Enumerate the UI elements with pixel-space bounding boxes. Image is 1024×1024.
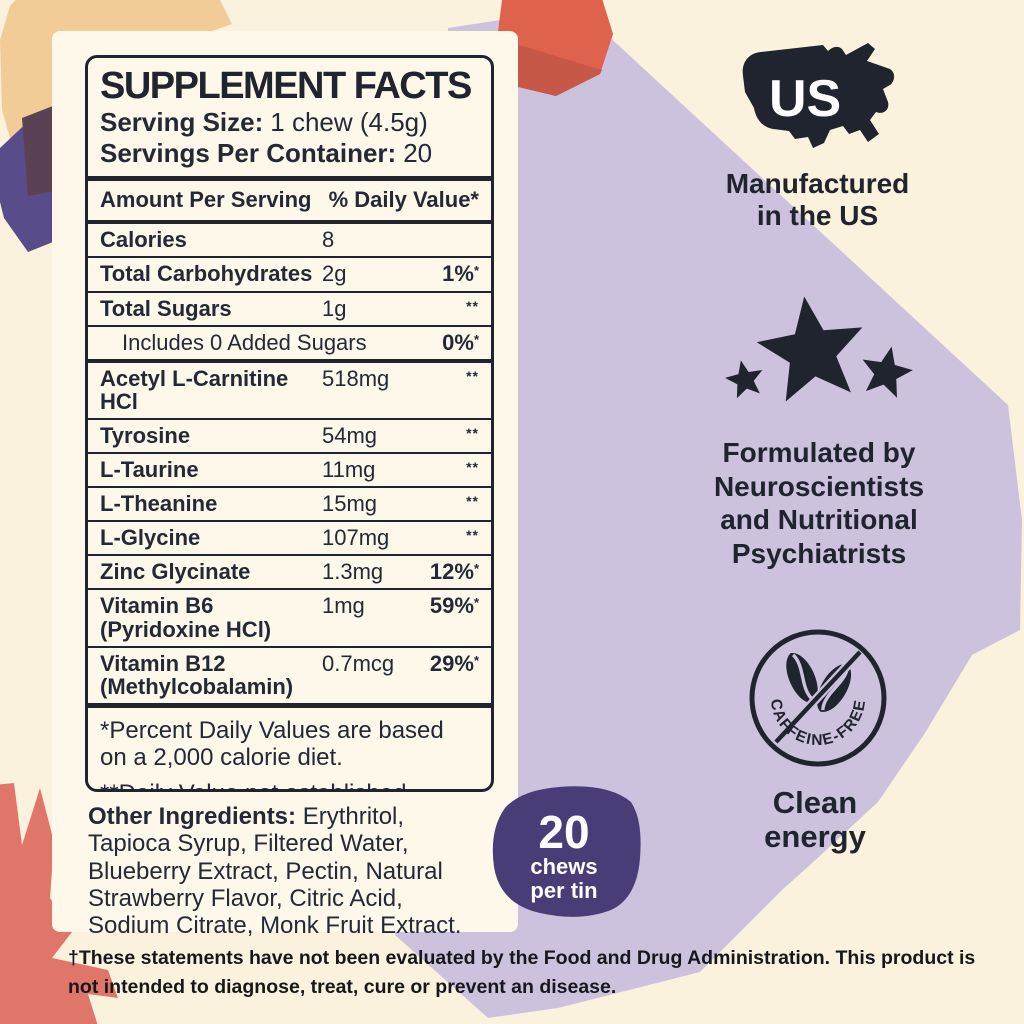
divider [88, 176, 491, 182]
ingredient-name: Calories [100, 227, 187, 253]
ingredient-daily-value: ** [466, 424, 479, 441]
serving-size-line: Serving Size: 1 chew (4.5g) [100, 107, 479, 138]
plum-overlap-blob [22, 104, 60, 196]
ingredient-name: L-Theanine [100, 491, 218, 517]
ingredient-amount: 518mg [322, 365, 390, 391]
facts-row: Vitamin B6 (Pyridoxine HCl) 1mg 59%* [88, 588, 491, 645]
fda-disclaimer: †These statements have not been evaluate… [68, 947, 976, 999]
lavender-polygon [395, 8, 1022, 1018]
badge-ring [749, 629, 887, 767]
stars-icon [725, 296, 913, 402]
formulated-caption: Formulated by Neuroscientists and Nutrit… [713, 437, 925, 569]
footnote-daily-values: *Percent Daily Values are based on a 2,0… [100, 716, 444, 771]
ingredient-amount: 1mg [322, 593, 365, 619]
facts-row: Calories 8 [88, 224, 491, 256]
facts-row: Vitamin B12 (Methylcobalamin) 0.7mcg 29%* [88, 645, 491, 703]
serving-info: Serving Size: 1 chew (4.5g) Servings Per … [88, 107, 491, 169]
daily-value-column-header: % Daily Value* [328, 187, 479, 213]
ingredient-name: Vitamin B6 (Pyridoxine HCl) [100, 593, 272, 642]
label-card: SUPPLEMENT FACTS Serving Size: 1 chew (4.… [52, 31, 518, 939]
ingredient-daily-value: 0%* [442, 329, 479, 355]
manufactured-caption: Manufactured in the US [725, 168, 910, 232]
ingredient-amount: 54mg [322, 422, 378, 448]
ingredient-daily-value: ** [466, 493, 479, 510]
serving-size-value: 1 chew (4.5g) [270, 107, 428, 137]
ingredient-daily-value: 12%* [429, 559, 479, 585]
us-map-icon: US [742, 43, 895, 148]
coffee-beans-icon [772, 648, 864, 746]
ingredient-name: Vitamin B12 (Methylcobalamin) [100, 650, 294, 699]
coral-starburst [0, 783, 118, 1024]
ingredient-daily-value: 59%* [429, 593, 479, 619]
ingredient-name: Acetyl L-Carnitine HCl [100, 365, 289, 414]
ingredient-amount: 2g [322, 261, 347, 287]
ingredient-name: Includes 0 Added Sugars [122, 329, 367, 355]
star-small-icon [725, 360, 763, 399]
ingredient-name: Total Sugars [100, 295, 232, 321]
ingredient-daily-value: 29%* [429, 650, 479, 676]
other-ingredients: Other Ingredients: Erythritol, Tapioca S… [88, 803, 472, 940]
servings-per-container-line: Servings Per Container: 20 [100, 138, 479, 169]
ingredient-amount: 0.7mcg [322, 650, 395, 676]
ingredient-amount: 107mg [322, 525, 390, 551]
slash-icon [774, 650, 862, 744]
servings-label: Servings Per Container: [100, 138, 397, 169]
ingredient-name: Tyrosine [100, 422, 191, 448]
facts-row: Total Carbohydrates 2g 1%* [88, 256, 491, 290]
ingredient-amount: 11mg [322, 457, 376, 483]
tin-count-badge [492, 786, 641, 917]
facts-row: Tyrosine 54mg ** [88, 417, 491, 452]
caffeine-free-badge: CAFFEINE-FREE [749, 629, 887, 767]
facts-row: Acetyl L-Carnitine HCl 518mg ** [88, 358, 491, 418]
other-ingredients-label: Other Ingredients: [88, 803, 297, 830]
supplement-facts-panel: SUPPLEMENT FACTS Serving Size: 1 chew (4.… [85, 55, 494, 792]
ingredient-name: Total Carbohydrates [100, 261, 313, 287]
facts-header-row: Amount Per Serving % Daily Value* [88, 181, 491, 220]
ingredient-amount: 1g [322, 295, 347, 321]
facts-row: Includes 0 Added Sugars 0%* [88, 324, 491, 359]
facts-rows: Calories 8 Total Carbohydrates 2g 1%* Total S… [88, 224, 491, 702]
clean-energy-caption: Clean energy [764, 785, 866, 855]
ingredient-daily-value: ** [466, 367, 479, 384]
tin-count-number: 20 [538, 806, 590, 858]
red-blob-shade [496, 42, 602, 96]
divider [88, 220, 491, 225]
facts-row: L-Taurine 11mg ** [88, 452, 491, 486]
ingredient-daily-value: ** [466, 459, 479, 476]
ingredient-amount: 15mg [322, 491, 378, 517]
tin-count-unit2: per tin [530, 877, 598, 903]
servings-value: 20 [403, 138, 433, 169]
amount-column-header: Amount Per Serving [100, 187, 312, 213]
ingredient-amount: 8 [322, 227, 335, 253]
tin-count-text: 20 chews per tin [495, 806, 633, 903]
ingredient-daily-value: 1%* [442, 261, 479, 287]
facts-title: SUPPLEMENT FACTS [100, 65, 472, 107]
star-medium-icon [862, 346, 913, 398]
facts-row: Zinc Glycinate 1.3mg 12%* [88, 554, 491, 588]
ingredient-amount: 1.3mg [322, 559, 384, 585]
us-map-icon-label: US [769, 70, 841, 128]
facts-row: L-Glycine 107mg ** [88, 520, 491, 554]
tin-badge-blob [492, 786, 641, 917]
facts-row: L-Theanine 15mg ** [88, 486, 491, 520]
ingredient-daily-value: ** [466, 527, 479, 544]
other-ingredients-text: Erythritol, Tapioca Syrup, Filtered Wate… [88, 803, 462, 940]
tin-count-unit1: chews [530, 854, 598, 880]
star-large-icon [756, 296, 863, 402]
footnote-not-established: **Daily Value not established. [100, 780, 479, 789]
facts-row: Total Sugars 1g ** [88, 290, 491, 325]
ingredient-name: L-Glycine [100, 525, 201, 551]
ingredient-daily-value: ** [466, 297, 479, 314]
serving-size-label: Serving Size: [100, 107, 264, 137]
facts-footnotes: *Percent Daily Values are based on a 2,0… [88, 708, 491, 789]
ingredient-name: L-Taurine [100, 457, 199, 483]
divider [88, 702, 491, 708]
ingredient-name: Zinc Glycinate [100, 559, 251, 585]
